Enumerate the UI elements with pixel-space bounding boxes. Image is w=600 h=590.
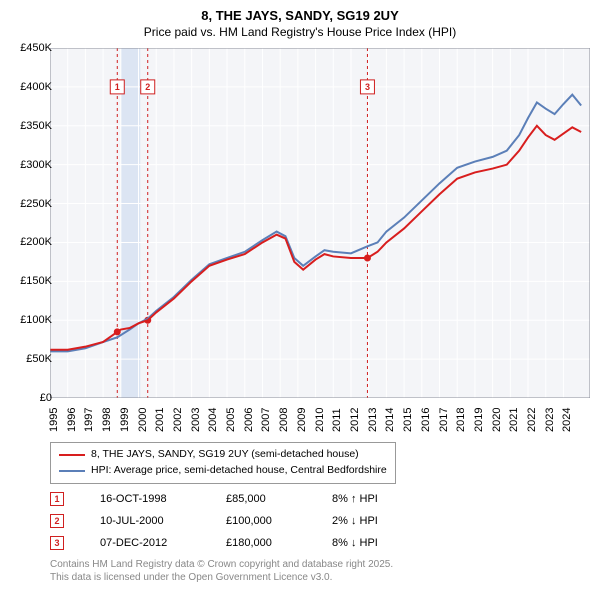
x-tick-label: 2024	[561, 408, 573, 432]
event-delta: 2% ↓ HPI	[332, 515, 422, 527]
x-tick-label: 2023	[544, 408, 556, 432]
x-tick-label: 2008	[278, 408, 290, 432]
y-tick-label: £300K	[2, 159, 52, 171]
plot-svg: 1 2 3	[50, 48, 590, 398]
x-tick-label: 2017	[438, 408, 450, 432]
legend-label: 8, THE JAYS, SANDY, SG19 2UY (semi-detac…	[91, 447, 359, 463]
x-tick-label: 2007	[260, 408, 272, 432]
x-tick-label: 2014	[384, 408, 396, 432]
x-tick-label: 1998	[101, 408, 113, 432]
y-tick-label: £200K	[2, 236, 52, 248]
x-tick-label: 1996	[66, 408, 78, 432]
y-tick-label: £450K	[2, 42, 52, 54]
chart-title-line2: Price paid vs. HM Land Registry's House …	[0, 25, 600, 41]
y-tick-label: £250K	[2, 198, 52, 210]
event-marker-box: 1	[50, 492, 64, 506]
event-row: 3 07-DEC-2012 £180,000 8% ↓ HPI	[50, 532, 422, 554]
chart-title-line1: 8, THE JAYS, SANDY, SG19 2UY	[0, 0, 600, 25]
chart-container: 8, THE JAYS, SANDY, SG19 2UY Price paid …	[0, 0, 600, 590]
event-row: 2 10-JUL-2000 £100,000 2% ↓ HPI	[50, 510, 422, 532]
event-marker-box: 3	[50, 536, 64, 550]
x-tick-label: 1997	[83, 408, 95, 432]
legend-label: HPI: Average price, semi-detached house,…	[91, 463, 387, 479]
sale-events-table: 1 16-OCT-1998 £85,000 8% ↑ HPI 2 10-JUL-2000 £…	[50, 488, 422, 554]
event-delta: 8% ↑ HPI	[332, 493, 422, 505]
highlight-band	[121, 48, 140, 398]
x-tick-label: 2015	[402, 408, 414, 432]
x-tick-label: 2019	[473, 408, 485, 432]
y-tick-label: £400K	[2, 81, 52, 93]
x-tick-label: 2012	[349, 408, 361, 432]
x-tick-label: 2003	[190, 408, 202, 432]
x-tick-label: 2010	[314, 408, 326, 432]
footer-line2: This data is licensed under the Open Gov…	[50, 571, 393, 584]
footer-line1: Contains HM Land Registry data © Crown c…	[50, 558, 393, 571]
x-tick-label: 2004	[207, 408, 219, 432]
sale-marker-num: 2	[145, 82, 150, 92]
x-tick-label: 2009	[296, 408, 308, 432]
y-tick-label: £0	[2, 392, 52, 404]
event-price: £100,000	[226, 515, 296, 527]
event-price: £85,000	[226, 493, 296, 505]
x-tick-label: 2002	[172, 408, 184, 432]
chart-area: 1 2 3	[50, 48, 590, 398]
event-delta: 8% ↓ HPI	[332, 537, 422, 549]
x-tick-label: 2021	[508, 408, 520, 432]
event-date: 07-DEC-2012	[100, 537, 190, 549]
x-tick-label: 2000	[137, 408, 149, 432]
y-tick-label: £50K	[2, 353, 52, 365]
event-date: 10-JUL-2000	[100, 515, 190, 527]
sale-marker-num: 1	[115, 82, 120, 92]
legend: 8, THE JAYS, SANDY, SG19 2UY (semi-detac…	[50, 442, 396, 484]
x-tick-label: 2016	[420, 408, 432, 432]
x-tick-label: 2011	[331, 408, 343, 432]
y-tick-label: £350K	[2, 120, 52, 132]
event-row: 1 16-OCT-1998 £85,000 8% ↑ HPI	[50, 488, 422, 510]
sale-marker-num: 3	[365, 82, 370, 92]
footer: Contains HM Land Registry data © Crown c…	[50, 558, 393, 584]
x-tick-label: 2005	[225, 408, 237, 432]
y-tick-label: £100K	[2, 314, 52, 326]
legend-row: 8, THE JAYS, SANDY, SG19 2UY (semi-detac…	[59, 447, 387, 463]
x-tick-label: 2001	[154, 408, 166, 432]
legend-swatch	[59, 454, 85, 456]
x-tick-label: 2022	[526, 408, 538, 432]
event-date: 16-OCT-1998	[100, 493, 190, 505]
x-tick-label: 2006	[243, 408, 255, 432]
x-tick-label: 2013	[367, 408, 379, 432]
legend-swatch	[59, 470, 85, 472]
x-tick-label: 1999	[119, 408, 131, 432]
x-tick-label: 2018	[455, 408, 467, 432]
event-price: £180,000	[226, 537, 296, 549]
legend-row: HPI: Average price, semi-detached house,…	[59, 463, 387, 479]
event-marker-box: 2	[50, 514, 64, 528]
x-tick-label: 1995	[48, 408, 60, 432]
y-tick-label: £150K	[2, 275, 52, 287]
x-tick-label: 2020	[491, 408, 503, 432]
